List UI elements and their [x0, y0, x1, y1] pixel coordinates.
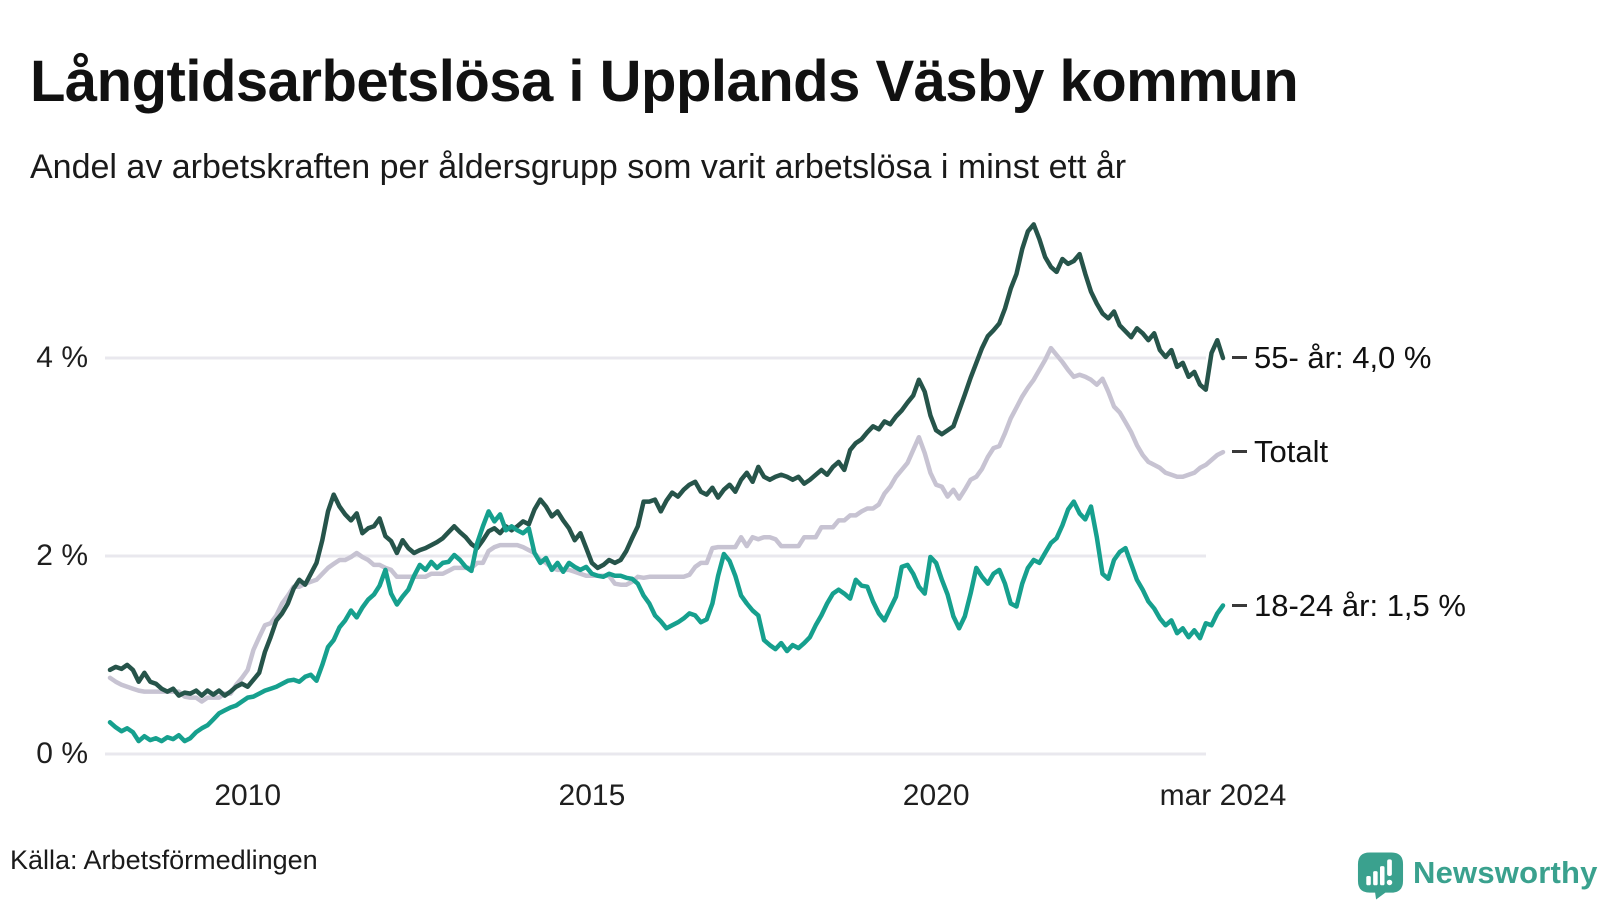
y-axis-label: 2 % — [36, 539, 88, 572]
y-axis-label: 0 % — [36, 737, 88, 770]
x-axis-label: mar 2024 — [1159, 779, 1287, 812]
x-axis-label: 2020 — [902, 779, 970, 812]
series-line-55-r — [107, 222, 1226, 698]
series-end-dash — [1232, 356, 1247, 359]
brand-name: Newsworthy — [1413, 855, 1598, 890]
chart-title: Långtidsarbetslösa i Upplands Väsby komm… — [30, 48, 1299, 114]
series-end-dash — [1232, 450, 1247, 454]
source-note: Källa: Arbetsförmedlingen — [10, 845, 318, 875]
x-axis-label: 2010 — [214, 779, 282, 812]
series-end-label-totalt: Totalt — [1254, 434, 1329, 470]
chart-subtitle: Andel av arbetskraften per åldersgrupp s… — [30, 148, 1127, 186]
series-end-label-55-r: 55- år: 4,0 % — [1254, 340, 1432, 375]
series-end-label-18-24-r: 18-24 år: 1,5 % — [1254, 587, 1466, 623]
series-line-18-24-r — [107, 499, 1226, 744]
newsworthy-logo[interactable]: Newsworthy — [1356, 850, 1598, 900]
speech-bubble-bar-chart-icon — [1357, 852, 1404, 900]
series-end-dash — [1232, 603, 1247, 607]
y-axis-label: 4 % — [36, 341, 88, 374]
x-axis-label: 2015 — [558, 779, 626, 812]
series-line-totalt — [107, 345, 1226, 704]
